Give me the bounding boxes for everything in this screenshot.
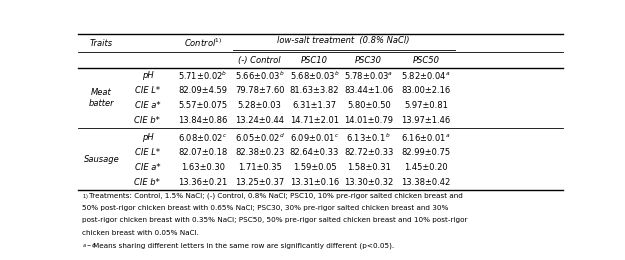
Text: low-salt treatment  (0.8% NaCl): low-salt treatment (0.8% NaCl) <box>277 36 409 45</box>
Text: 83.44±1.06: 83.44±1.06 <box>344 86 393 95</box>
Text: 79.78±7.60: 79.78±7.60 <box>235 86 284 95</box>
Text: 5.82±0.04$^{a}$: 5.82±0.04$^{a}$ <box>401 70 451 81</box>
Text: 6.09±0.01$^{c}$: 6.09±0.01$^{c}$ <box>290 132 339 143</box>
Text: PSC10: PSC10 <box>301 56 328 65</box>
Text: 13.24±0.44: 13.24±0.44 <box>235 116 284 125</box>
Text: 82.38±0.23: 82.38±0.23 <box>235 148 284 157</box>
Text: pH: pH <box>142 71 153 80</box>
Text: chicken breast with 0.05% NaCl.: chicken breast with 0.05% NaCl. <box>82 230 199 236</box>
Text: CIE L*: CIE L* <box>135 148 160 157</box>
Text: 5.66±0.03$^{b}$: 5.66±0.03$^{b}$ <box>235 69 285 82</box>
Text: 13.84±0.86: 13.84±0.86 <box>178 116 227 125</box>
Text: 5.68±0.03$^{b}$: 5.68±0.03$^{b}$ <box>289 69 339 82</box>
Text: pH: pH <box>142 133 153 142</box>
Text: 13.30±0.32: 13.30±0.32 <box>344 178 393 187</box>
Text: 6.16±0.01$^{a}$: 6.16±0.01$^{a}$ <box>401 132 451 143</box>
Text: 83.00±2.16: 83.00±2.16 <box>401 86 451 95</box>
Text: 5.28±0.03: 5.28±0.03 <box>238 101 282 110</box>
Text: 5.80±0.50: 5.80±0.50 <box>347 101 391 110</box>
Text: 6.05±0.02$^{d}$: 6.05±0.02$^{d}$ <box>235 131 285 144</box>
Text: CIE b*: CIE b* <box>134 116 161 125</box>
Text: 6.31±1.37: 6.31±1.37 <box>292 101 336 110</box>
Text: 14.01±0.79: 14.01±0.79 <box>344 116 393 125</box>
Text: Sausage: Sausage <box>84 155 119 164</box>
Text: 6.13±0.1$^{b}$: 6.13±0.1$^{b}$ <box>346 131 391 144</box>
Text: CIE L*: CIE L* <box>135 86 160 95</box>
Text: (-) Control: (-) Control <box>239 56 281 65</box>
Text: post-rigor chicken breast with 0.35% NaCl; PSC50, 50% pre-rigor salted chicken b: post-rigor chicken breast with 0.35% NaC… <box>82 217 468 223</box>
Text: CIE a*: CIE a* <box>134 101 160 110</box>
Text: Traits: Traits <box>90 39 113 48</box>
Text: 13.31±0.16: 13.31±0.16 <box>290 178 339 187</box>
Text: 13.97±1.46: 13.97±1.46 <box>401 116 451 125</box>
Text: 81.63±3.82: 81.63±3.82 <box>290 86 339 95</box>
Text: Meat
batter: Meat batter <box>89 88 114 108</box>
Text: 5.97±0.81: 5.97±0.81 <box>404 101 448 110</box>
Text: 13.25±0.37: 13.25±0.37 <box>235 178 284 187</box>
Text: 5.78±0.03$^{a}$: 5.78±0.03$^{a}$ <box>344 70 393 81</box>
Text: 82.09±4.59: 82.09±4.59 <box>179 86 227 95</box>
Text: 50% post-rigor chicken breast with 0.65% NaCl; PSC30, 30% pre-rigor salted chick: 50% post-rigor chicken breast with 0.65%… <box>82 205 448 211</box>
Text: 82.99±0.75: 82.99±0.75 <box>401 148 451 157</box>
Text: 82.72±0.33: 82.72±0.33 <box>344 148 394 157</box>
Text: 1.63±0.30: 1.63±0.30 <box>181 163 225 172</box>
Text: 5.71±0.02$^{b}$: 5.71±0.02$^{b}$ <box>179 69 227 82</box>
Text: 13.38±0.42: 13.38±0.42 <box>401 178 451 187</box>
Text: Control$^{1)}$: Control$^{1)}$ <box>184 37 222 49</box>
Text: 6.08±0.02$^{c}$: 6.08±0.02$^{c}$ <box>178 132 228 143</box>
Text: 5.57±0.075: 5.57±0.075 <box>179 101 227 110</box>
Text: CIE a*: CIE a* <box>134 163 160 172</box>
Text: $^{1)}$: $^{1)}$ <box>82 192 89 200</box>
Text: $^{a-d}$: $^{a-d}$ <box>82 242 97 248</box>
Text: 1.59±0.05: 1.59±0.05 <box>292 163 336 172</box>
Text: 1.71±0.35: 1.71±0.35 <box>238 163 282 172</box>
Text: Treatments: Control, 1.5% NaCl; (-) Control, 0.8% NaCl; PSC10, 10% pre-rigor sal: Treatments: Control, 1.5% NaCl; (-) Cont… <box>89 192 462 199</box>
Text: PSC50: PSC50 <box>412 56 439 65</box>
Text: CIE b*: CIE b* <box>134 178 161 187</box>
Text: 1.58±0.31: 1.58±0.31 <box>347 163 391 172</box>
Text: 82.07±0.18: 82.07±0.18 <box>179 148 227 157</box>
Text: Means sharing different letters in the same row are significantly different (p<0: Means sharing different letters in the s… <box>92 242 394 249</box>
Text: 1.45±0.20: 1.45±0.20 <box>404 163 448 172</box>
Text: 14.71±2.01: 14.71±2.01 <box>290 116 339 125</box>
Text: 82.64±0.33: 82.64±0.33 <box>290 148 339 157</box>
Text: 13.36±0.21: 13.36±0.21 <box>179 178 227 187</box>
Text: PSC30: PSC30 <box>355 56 382 65</box>
